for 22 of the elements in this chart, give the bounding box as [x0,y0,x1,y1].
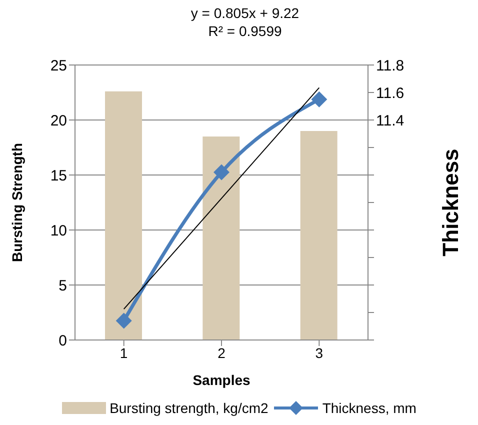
x-tick-label: 2 [218,344,226,361]
y2-axis-title: Thickness [438,148,463,256]
y-axis-title: Bursting Strength [8,143,25,262]
y2-tick-label: 11.6 [376,84,404,102]
y-tick-label: 15 [50,167,67,184]
point [214,164,230,180]
y-tick-label: 25 [50,57,67,74]
y-tick-label: 5 [58,277,67,294]
text: y = 0.805x + 9.22 [190,4,300,22]
x-axis-title: Samples [192,372,251,388]
y-tick-label: 20 [50,112,67,130]
point [311,91,328,108]
y-tick-label: 10 [50,222,67,240]
y2-tick-label: 11.4 [376,112,404,130]
legend-label: Bursting strength, kg/cm2 [110,400,268,416]
y2-tick-label: 11.8 [376,57,404,74]
x-tick-label: 3 [315,344,324,361]
legend-label: Thickness, mm [322,400,416,416]
text: R² = 0.9599 [207,22,283,40]
x-tick-label: 1 [120,344,128,361]
point [116,312,132,329]
y-tick-label: 0 [58,332,67,350]
